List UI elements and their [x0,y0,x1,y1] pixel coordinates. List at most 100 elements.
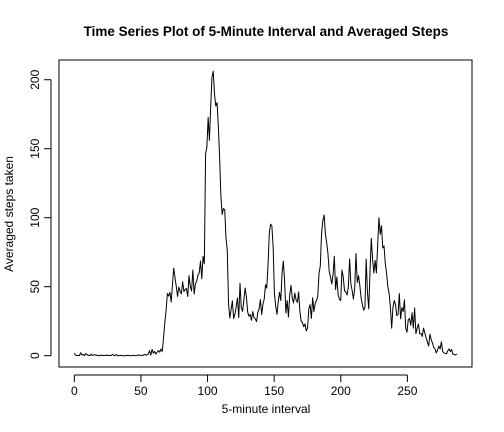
data-point [344,290,345,292]
data-point [238,317,240,318]
y-axis: 0 50 100 150 200 [28,69,52,359]
data-point [322,220,324,221]
y-tick-label: 0 [28,352,42,359]
data-point [107,354,108,356]
data-point [117,355,118,357]
data-point [281,272,283,274]
data-point [307,327,308,329]
data-point [268,232,270,234]
data-point [411,312,413,314]
data-point [266,287,268,289]
data-point [215,105,217,107]
data-point [284,280,285,282]
data-point [442,351,444,352]
data-point [137,354,139,356]
data-point [423,327,424,329]
data-point [449,351,451,352]
data-point [390,307,391,308]
data-point [321,232,322,234]
data-point [316,300,317,301]
data-point [396,315,398,317]
data-point [251,319,252,321]
data-point [212,70,214,72]
data-point [109,355,111,356]
data-point [346,294,348,296]
data-point [76,355,78,356]
data-point [243,300,245,301]
x-tick-label: 250 [397,384,417,398]
data-point [427,341,428,343]
data-point [182,281,184,283]
data-point [79,355,80,356]
data-point [93,354,94,356]
data-point [105,354,107,356]
data-point [395,304,396,305]
data-point [323,214,325,216]
data-point [303,326,305,328]
data-point [175,286,177,287]
data-point [160,348,162,350]
data-point [402,311,404,312]
data-point [86,354,88,355]
data-point [99,355,101,357]
data-point [333,255,335,257]
data-point [397,313,399,315]
data-point [416,327,418,329]
data-point [286,300,288,301]
data-point [246,296,247,297]
data-point [356,282,358,283]
data-point [373,272,375,274]
data-point [224,209,226,211]
data-point [387,286,389,288]
data-point [354,287,356,289]
y-tick-label: 200 [28,69,42,89]
data-point [263,298,265,300]
data-point [142,355,144,356]
data-point [248,315,250,317]
data-point [112,353,113,355]
plot-frame [58,59,473,368]
data-point [221,214,223,215]
data-point [128,355,130,356]
data-point [409,318,410,319]
data-point [438,345,440,347]
data-point [256,321,257,322]
data-point [189,286,191,288]
data-point [347,286,349,288]
data-point [220,195,222,197]
y-tick-label: 150 [28,138,42,158]
data-point [341,269,343,271]
data-point [448,348,450,350]
data-point [355,253,357,254]
data-point [254,318,256,320]
data-point [358,275,359,277]
x-axis-label: 5-minute interval [222,402,311,416]
data-point [113,355,115,356]
data-point [350,283,352,285]
data-point [433,347,435,348]
data-point [244,287,246,289]
data-point [239,283,241,284]
data-point [271,225,273,227]
data-point [177,296,178,297]
data-point [124,355,126,356]
data-point [305,330,307,332]
data-point [121,355,122,356]
data-point [165,310,167,311]
data-point [360,297,362,299]
data-point [282,260,284,262]
data-point [297,301,298,303]
data-point [332,274,334,275]
data-point [401,307,403,308]
x-tick-label: 100 [198,384,218,398]
data-point [434,348,436,350]
data-point [351,290,353,292]
data-point [345,291,347,293]
data-point [432,342,433,344]
data-point [407,319,409,321]
data-point [439,348,441,350]
data-point [207,117,209,118]
data-point [169,292,171,293]
data-point [330,276,331,278]
data-point [430,339,432,340]
